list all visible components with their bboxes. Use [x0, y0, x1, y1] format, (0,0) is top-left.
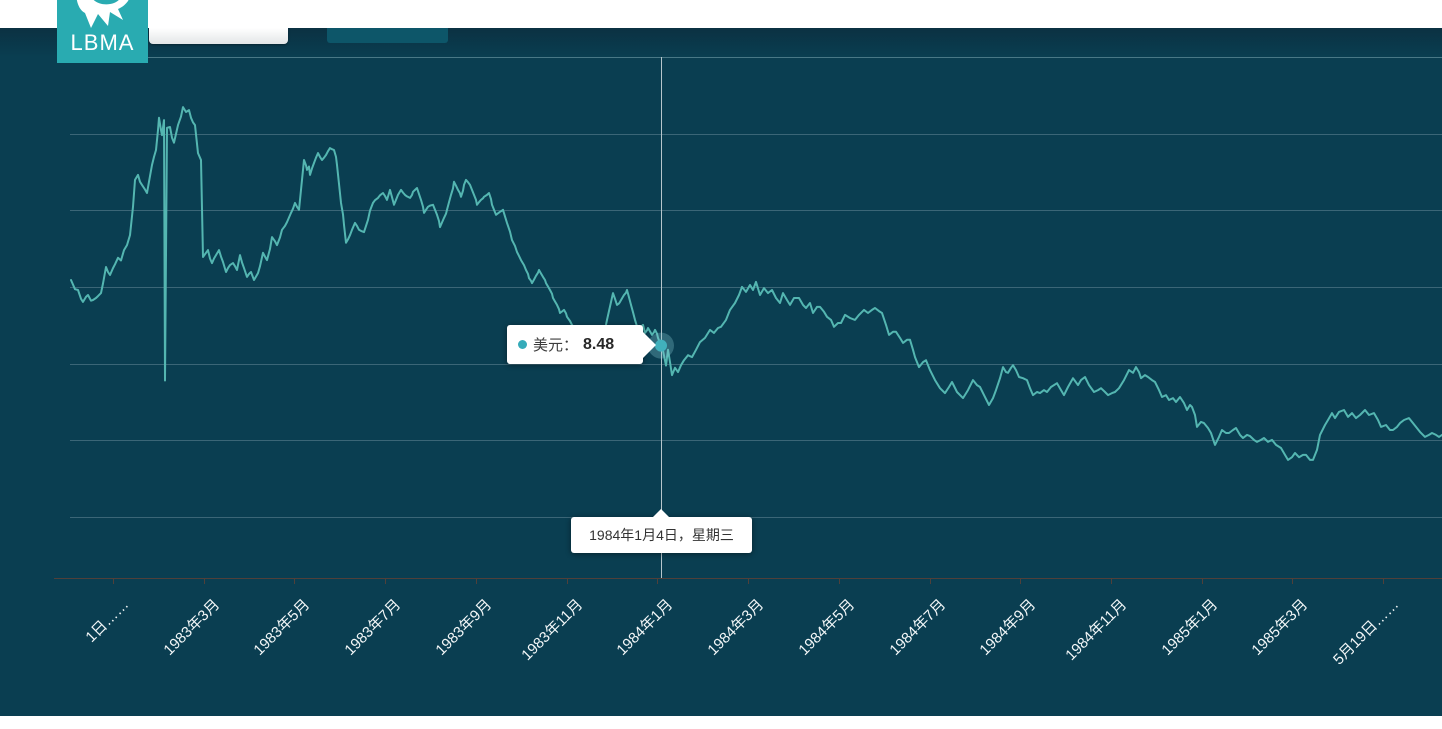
lbma-logo-text: LBMA [70, 30, 135, 55]
price-chart[interactable] [0, 28, 1442, 716]
price-line-series [70, 106, 1442, 461]
series-dot-icon [518, 340, 527, 349]
tooltip-arrow-right-icon [643, 331, 656, 358]
toolbar-teal-button[interactable] [327, 28, 448, 43]
tooltip-series-label: 美元： [533, 337, 579, 354]
date-tooltip-text: 1984年1月4日，星期三 [589, 527, 734, 543]
date-tooltip: 1984年1月4日，星期三 [571, 509, 752, 553]
tooltip-value: 8.48 [583, 335, 615, 353]
tooltip-arrow-up-icon [653, 509, 669, 517]
lbma-logo[interactable]: LBMA [57, 0, 148, 63]
value-tooltip: 美元： 8.48 [507, 325, 656, 364]
page-top-strip [0, 0, 1442, 28]
toolbar-white-button[interactable] [149, 28, 288, 44]
data-point-marker [655, 339, 667, 352]
lbma-sunburst-icon [76, 0, 128, 28]
